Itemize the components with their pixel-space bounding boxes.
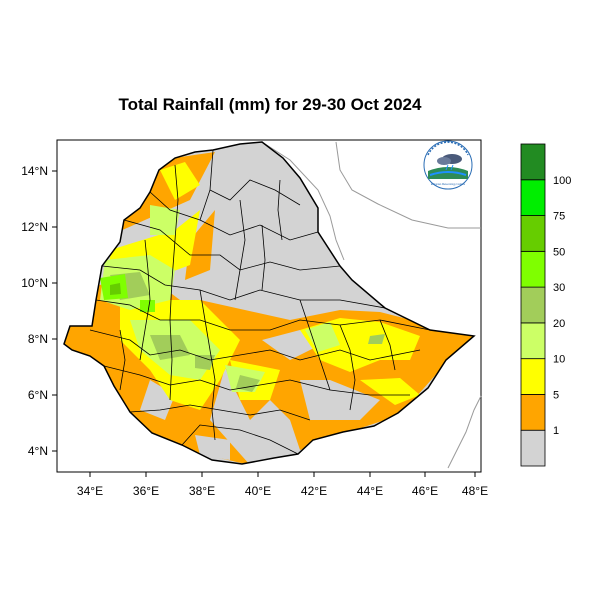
x-tick-label: 42°E (301, 484, 327, 498)
x-tick-label: 48°E (462, 484, 488, 498)
x-tick-label: 44°E (357, 484, 383, 498)
institute-logo: Ethiopian Meteorology Institute (423, 140, 473, 190)
legend-swatch (520, 394, 546, 431)
legend-label: 20 (553, 318, 565, 330)
y-tick-label: 6°N (28, 388, 48, 402)
ethiopia-rainfall-field (64, 142, 474, 464)
legend-label: 5 (553, 389, 559, 401)
map-title: Total Rainfall (mm) for 29-30 Oct 2024 (118, 95, 422, 114)
legend-label: 10 (553, 354, 565, 366)
ethiopia-outline (63, 141, 476, 465)
plot-frame (56, 139, 482, 473)
color-legend: 1 5 10 20 30 50 75 100 (520, 143, 571, 467)
legend-swatch (520, 358, 546, 395)
legend-label: 30 (553, 282, 565, 294)
legend-label: 75 (553, 211, 565, 223)
logo-caption: Ethiopian Meteorology Institute (431, 183, 466, 186)
x-tick-label: 38°E (189, 484, 215, 498)
legend-swatch (520, 250, 546, 288)
x-tick-label: 46°E (412, 484, 438, 498)
x-tick-label: 34°E (77, 484, 103, 498)
x-tick-label: 40°E (245, 484, 271, 498)
y-axis: 14°N 12°N 10°N 8°N 6°N 4°N (21, 164, 57, 458)
y-tick-label: 12°N (21, 220, 48, 234)
legend-swatch (520, 179, 546, 216)
legend-swatch (520, 429, 546, 467)
zone-boundaries (89, 149, 431, 455)
legend-swatch (520, 322, 546, 360)
legend-label: 100 (553, 175, 571, 187)
legend-label: 1 (553, 425, 559, 437)
x-tick-label: 36°E (133, 484, 159, 498)
y-tick-label: 10°N (21, 276, 48, 290)
legend-swatch (520, 286, 546, 324)
y-tick-label: 8°N (28, 332, 48, 346)
y-tick-label: 4°N (28, 444, 48, 458)
legend-label: 50 (553, 246, 565, 258)
legend-swatch (520, 143, 546, 181)
legend-swatch (520, 215, 546, 252)
x-axis: 34°E 36°E 38°E 40°E 42°E 44°E 46°E 48°E (77, 472, 488, 498)
neighbor-borders (261, 141, 482, 469)
y-tick-label: 14°N (21, 164, 48, 178)
